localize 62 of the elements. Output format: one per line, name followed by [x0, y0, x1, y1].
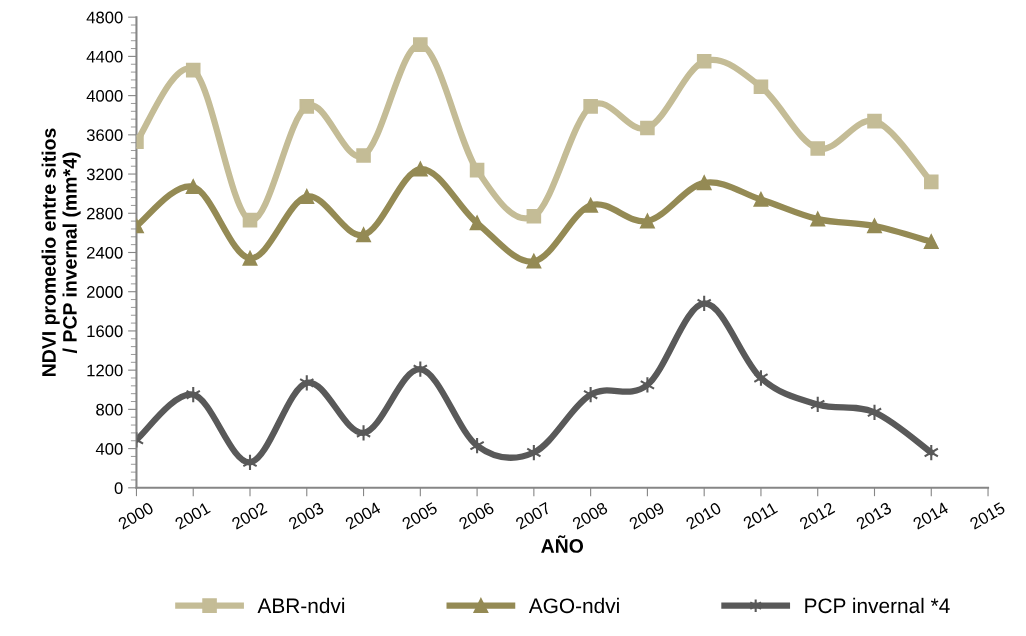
point: [810, 141, 826, 156]
x-tick-label: 2006: [458, 501, 495, 530]
y-tick-label: 3200: [86, 168, 123, 181]
point: [583, 99, 598, 114]
x-tick-label: 2008: [571, 501, 609, 530]
y-tick-label: 0: [114, 482, 123, 495]
y-tick-label: 2400: [87, 246, 123, 259]
x-tick-label: 2012: [798, 501, 836, 530]
point: [185, 179, 201, 195]
x-tick-label: 2011: [742, 501, 779, 530]
x-tick-label: 2015: [969, 501, 1006, 530]
point: [866, 403, 883, 421]
y-tick-label: 3600: [86, 129, 123, 142]
point: [640, 120, 655, 136]
y-tick-label: 4800: [86, 11, 123, 24]
x-tick-label: 2005: [401, 501, 439, 530]
point: [583, 198, 598, 213]
legend-label: PCP invernal *4: [805, 597, 950, 614]
point: [242, 212, 258, 228]
x-tick-label: 2007: [514, 501, 552, 530]
y-tick-label: 2800: [87, 207, 123, 220]
x-tick-label: 2014: [912, 501, 950, 530]
point: [696, 175, 712, 191]
point: [526, 208, 542, 224]
point: [753, 79, 769, 95]
point: [640, 213, 655, 229]
x-tick-label: 2003: [287, 501, 325, 530]
x-tick-label: 2013: [855, 501, 893, 530]
point: [469, 162, 485, 178]
y-tick-label: 400: [95, 442, 123, 455]
x-tick-label: 2004: [344, 501, 382, 530]
y-tick-label: 1200: [87, 364, 123, 377]
point: [810, 211, 826, 227]
point: [867, 218, 882, 234]
point: [923, 174, 939, 190]
y-tick-label: 1600: [87, 325, 123, 338]
point: [696, 54, 712, 69]
x-tick-label: 2010: [685, 501, 722, 530]
y-tick-label: 2000: [87, 286, 123, 298]
point: [299, 189, 315, 204]
point: [867, 113, 882, 129]
point: [299, 99, 315, 114]
point: [356, 148, 371, 163]
point: [923, 234, 939, 249]
legend-label: ABR-ndvi: [257, 597, 345, 614]
x-tick-label: 2002: [231, 501, 268, 530]
point: [526, 254, 542, 269]
y-tick-label: 4400: [86, 50, 123, 63]
legend-label: AGO-ndvi: [528, 597, 619, 614]
x-tick-label: 2009: [628, 501, 666, 530]
point: [242, 251, 258, 266]
y-tick-label: 800: [96, 403, 123, 416]
y-tick-label: 4000: [86, 90, 123, 102]
point: [185, 62, 201, 78]
point: [753, 192, 769, 207]
x-tick-label: 2001: [174, 501, 211, 530]
point: [413, 161, 428, 177]
point: [413, 37, 428, 52]
x-axis-title: AÑO: [541, 535, 584, 553]
x-tick-label: 2000: [117, 501, 155, 530]
point: [356, 227, 371, 243]
y-axis-title: NDVI promedio entre sitios / PCP invernal (mm*4): [41, 128, 81, 376]
